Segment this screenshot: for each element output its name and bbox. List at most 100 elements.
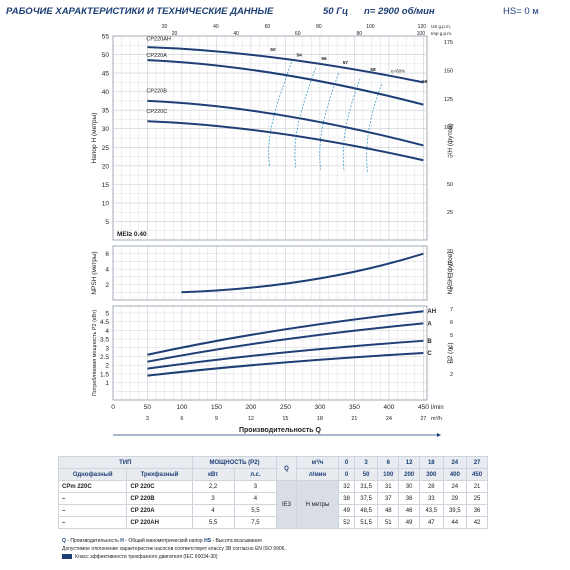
power-y2-tick: 5 bbox=[450, 333, 453, 339]
efficiency-curve bbox=[342, 78, 361, 172]
h-cell: 43,5 bbox=[419, 504, 444, 517]
q-lmin-cell: 400 bbox=[442, 468, 468, 481]
head-y2-tick: 25 bbox=[447, 210, 453, 216]
x-tick-lmin: 350 bbox=[349, 404, 360, 411]
us-gpm-tick: 60 bbox=[265, 24, 271, 30]
npsh-y-label: NPSH (метры) bbox=[91, 251, 98, 294]
x-axis-label: Производительность Q bbox=[239, 427, 322, 434]
head-y2-tick: 175 bbox=[444, 40, 453, 46]
x-tick-m3h: 3 bbox=[146, 416, 149, 422]
power-curve-label: C bbox=[427, 351, 432, 357]
head-y2-label: H (футов) bbox=[447, 123, 454, 152]
efficiency-curve bbox=[366, 84, 382, 174]
x-axis-arrow-icon bbox=[437, 433, 441, 437]
power-curve-label: B bbox=[427, 339, 432, 345]
table-row: – CP 220B 3 4 38 37,5 37 36 33 29 25 bbox=[57, 492, 488, 505]
x-tick-lmin: 250 bbox=[280, 404, 291, 411]
x-tick-m3h: 18 bbox=[317, 416, 323, 422]
ie-class: IE3 bbox=[276, 480, 297, 529]
head-y-tick: 5 bbox=[105, 219, 109, 226]
power-curve-label: AH bbox=[427, 309, 436, 315]
power-y-tick: 3.5 bbox=[100, 337, 109, 344]
single-model: – bbox=[57, 516, 128, 529]
pump-curves-chart: 510152025303540455055255075100125150175Н… bbox=[91, 24, 454, 437]
notes-line-3: Класс эффективности трехфазного двигател… bbox=[62, 553, 502, 561]
kw-header: кВт bbox=[191, 468, 235, 481]
x-tick-lmin: 150 bbox=[211, 404, 222, 411]
npsh-y2-label: NPSH (футов) bbox=[447, 252, 454, 295]
unit-m3h: м³/ч bbox=[295, 456, 340, 469]
spec-table: ТИП МОЩНОСТЬ (P2) Q м³/ч 0 3 6 12 18 24 … bbox=[57, 456, 488, 529]
x-tick-m3h: 21 bbox=[351, 416, 357, 422]
power-y2-tick: 7 bbox=[450, 307, 453, 313]
h-cell: 30 bbox=[398, 480, 421, 493]
power-y2-tick: 2 bbox=[450, 372, 453, 378]
head-curve-cp220a bbox=[147, 59, 424, 106]
npsh-y2-tick: 15 bbox=[447, 261, 453, 267]
power-curve-c bbox=[147, 352, 424, 377]
note-h: H bbox=[120, 538, 124, 544]
suction-height-label: HS= 0 м bbox=[503, 6, 539, 17]
q-lmin-cell: 300 bbox=[419, 468, 444, 481]
power-y-tick: 2.5 bbox=[100, 354, 109, 361]
h-cell: 37 bbox=[377, 492, 400, 505]
imp-gpm-tick: 100 bbox=[417, 31, 426, 37]
power-y-tick: 4.5 bbox=[100, 319, 109, 326]
x-unit-m3h: m³/h bbox=[431, 416, 442, 422]
npsh-curve bbox=[181, 252, 424, 294]
h-cell: 52 bbox=[338, 516, 355, 529]
three-model: CP 220A bbox=[126, 504, 193, 517]
h-cell: 48,5 bbox=[353, 504, 379, 517]
notes-line-2: Допустимое отклонение характеристик насо… bbox=[62, 546, 286, 552]
h-cell: 46 bbox=[398, 504, 421, 517]
npsh-y-tick: 4 bbox=[105, 267, 109, 274]
imp-gpm-unit: Imp g.p.m. bbox=[431, 31, 452, 36]
head-y-tick: 40 bbox=[102, 89, 110, 96]
x-tick-lmin: 300 bbox=[314, 404, 325, 411]
h-cell: 31 bbox=[377, 480, 400, 493]
head-y-tick: 30 bbox=[102, 126, 110, 133]
power-y2-tick: 6 bbox=[450, 320, 453, 326]
note-ie-text: Класс эффективности трехфазного двигател… bbox=[75, 554, 218, 560]
efficiency-label: 58 bbox=[370, 67, 376, 73]
power-header: МОЩНОСТЬ (P2) bbox=[191, 456, 278, 469]
x-tick-m3h: 9 bbox=[215, 416, 218, 422]
hp-header: л.с. bbox=[233, 468, 278, 481]
power-y-tick: 2 bbox=[105, 363, 109, 370]
q-m3h-cell: 12 bbox=[398, 456, 421, 469]
head-y-tick: 45 bbox=[102, 71, 110, 78]
h-cell: 42 bbox=[466, 516, 488, 529]
x-tick-lmin: 400 bbox=[383, 404, 394, 411]
x-tick-lmin: 450 bbox=[418, 404, 429, 411]
h-cell: 33 bbox=[419, 492, 444, 505]
head-y-tick: 10 bbox=[102, 200, 110, 207]
npsh-y2-tick: 10 bbox=[447, 273, 453, 279]
h-cell: 21 bbox=[466, 480, 488, 493]
x-tick-lmin: 200 bbox=[245, 404, 256, 411]
unit-m: метры bbox=[311, 501, 330, 508]
x-tick-lmin: 100 bbox=[176, 404, 187, 411]
note-h-text: - Общий манометрический напор bbox=[123, 538, 205, 544]
h-cell: 47 bbox=[419, 516, 444, 529]
power-y-tick: 1 bbox=[105, 380, 109, 387]
h-cell: 31,5 bbox=[353, 480, 379, 493]
x-unit-lmin: l/min bbox=[431, 405, 444, 411]
head-curve-cp220ah bbox=[147, 46, 424, 84]
h-cell: 39,5 bbox=[442, 504, 468, 517]
head-y2-tick: 50 bbox=[447, 182, 453, 188]
three-model: CP 220C bbox=[126, 480, 193, 493]
imp-gpm-tick: 60 bbox=[295, 31, 301, 37]
x-tick-m3h: 27 bbox=[420, 416, 426, 422]
x-tick-m3h: 6 bbox=[180, 416, 183, 422]
table-row: – CP 220A 4 5,5 49 48,5 48 46 43,5 39,5 … bbox=[57, 504, 488, 517]
efficiency-label: 56 bbox=[321, 56, 327, 62]
power-y-tick: 4 bbox=[105, 328, 109, 335]
x-tick-lmin: 50 bbox=[144, 404, 152, 411]
h-cell: 25 bbox=[466, 492, 488, 505]
notes: Q - Производительность H - Общий маномет… bbox=[62, 537, 502, 561]
single-model: – bbox=[57, 492, 128, 505]
head-curve-cp220b bbox=[147, 99, 424, 147]
head-y2-tick: 75 bbox=[447, 154, 453, 160]
head-y-tick: 55 bbox=[102, 34, 110, 41]
efficiency-label: 54 bbox=[297, 52, 303, 58]
